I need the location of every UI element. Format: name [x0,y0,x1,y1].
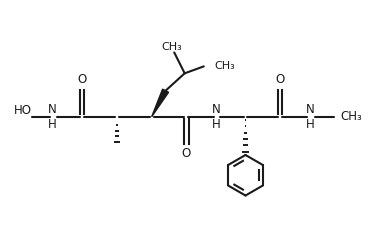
Text: H: H [48,118,57,130]
Text: O: O [276,73,285,87]
Text: CH₃: CH₃ [340,110,362,123]
Polygon shape [152,89,169,117]
Text: CH₃: CH₃ [162,42,182,52]
Text: N: N [305,103,314,116]
Text: CH₃: CH₃ [215,61,235,71]
Text: H: H [305,118,314,130]
Text: O: O [78,73,87,87]
Text: H: H [212,118,220,130]
Text: HO: HO [14,104,32,117]
Text: O: O [182,147,191,160]
Text: N: N [48,103,57,116]
Text: N: N [212,103,220,116]
